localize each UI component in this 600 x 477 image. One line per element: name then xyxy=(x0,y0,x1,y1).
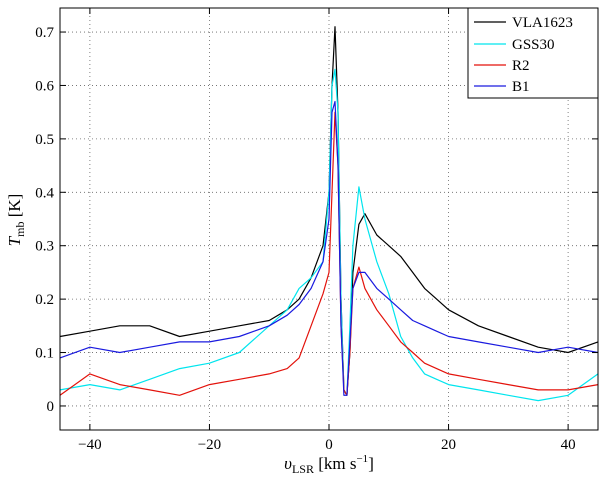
y-axis-label-subscript: mb xyxy=(13,222,27,237)
y-tick-label: 0.7 xyxy=(35,25,54,41)
x-axis-label: υLSR [km s−1] xyxy=(284,453,374,476)
legend-item-gss30: GSS30 xyxy=(474,37,555,53)
series-line-b1 xyxy=(59,100,599,396)
legend-box xyxy=(467,7,599,99)
legend-label-vla1623: VLA1623 xyxy=(512,15,573,31)
x-axis-label-unit: [km s xyxy=(314,454,357,473)
legend-item-r2: R2 xyxy=(474,58,530,74)
legend-item-vla1623: VLA1623 xyxy=(474,15,573,31)
x-tick-label: −40 xyxy=(78,437,101,453)
x-tick-label: 20 xyxy=(441,437,456,453)
y-axis-label-symbol: T xyxy=(5,235,24,246)
series-line-gss30 xyxy=(59,68,599,402)
y-axis-label: Tmb [K] xyxy=(5,194,27,247)
x-tick-label: −20 xyxy=(198,437,221,453)
legend-label-r2: R2 xyxy=(512,58,530,74)
y-tick-label: 0.2 xyxy=(35,292,54,308)
legend: VLA1623 GSS30 R2 B1 xyxy=(467,7,599,99)
y-tick-label: 0.1 xyxy=(35,346,54,362)
legend-item-b1: B1 xyxy=(474,79,530,95)
legend-label-b1: B1 xyxy=(512,79,530,95)
x-tick-label: 0 xyxy=(325,437,333,453)
y-tick-label: 0.6 xyxy=(35,78,54,94)
y-tick-label: 0.4 xyxy=(35,185,54,201)
legend-label-gss30: GSS30 xyxy=(512,37,555,53)
y-axis-label-unit: [K] xyxy=(5,194,24,222)
y-tick-label: 0.3 xyxy=(35,239,54,255)
axis-ticks: −40 −20 0 20 40 0 0.1 0.2 0.3 0.4 0.5 0.6 0.7 xyxy=(35,8,598,453)
x-tick-label: 40 xyxy=(561,437,576,453)
series-lines xyxy=(59,26,599,402)
x-axis-label-symbol: υ xyxy=(284,454,292,473)
y-tick-label: 0.5 xyxy=(35,132,54,148)
y-tick-label: 0 xyxy=(47,399,55,415)
x-axis-label-superscript: −1 xyxy=(356,453,368,465)
x-axis-label-end: ] xyxy=(368,454,374,473)
x-axis-label-subscript: LSR xyxy=(292,462,314,476)
